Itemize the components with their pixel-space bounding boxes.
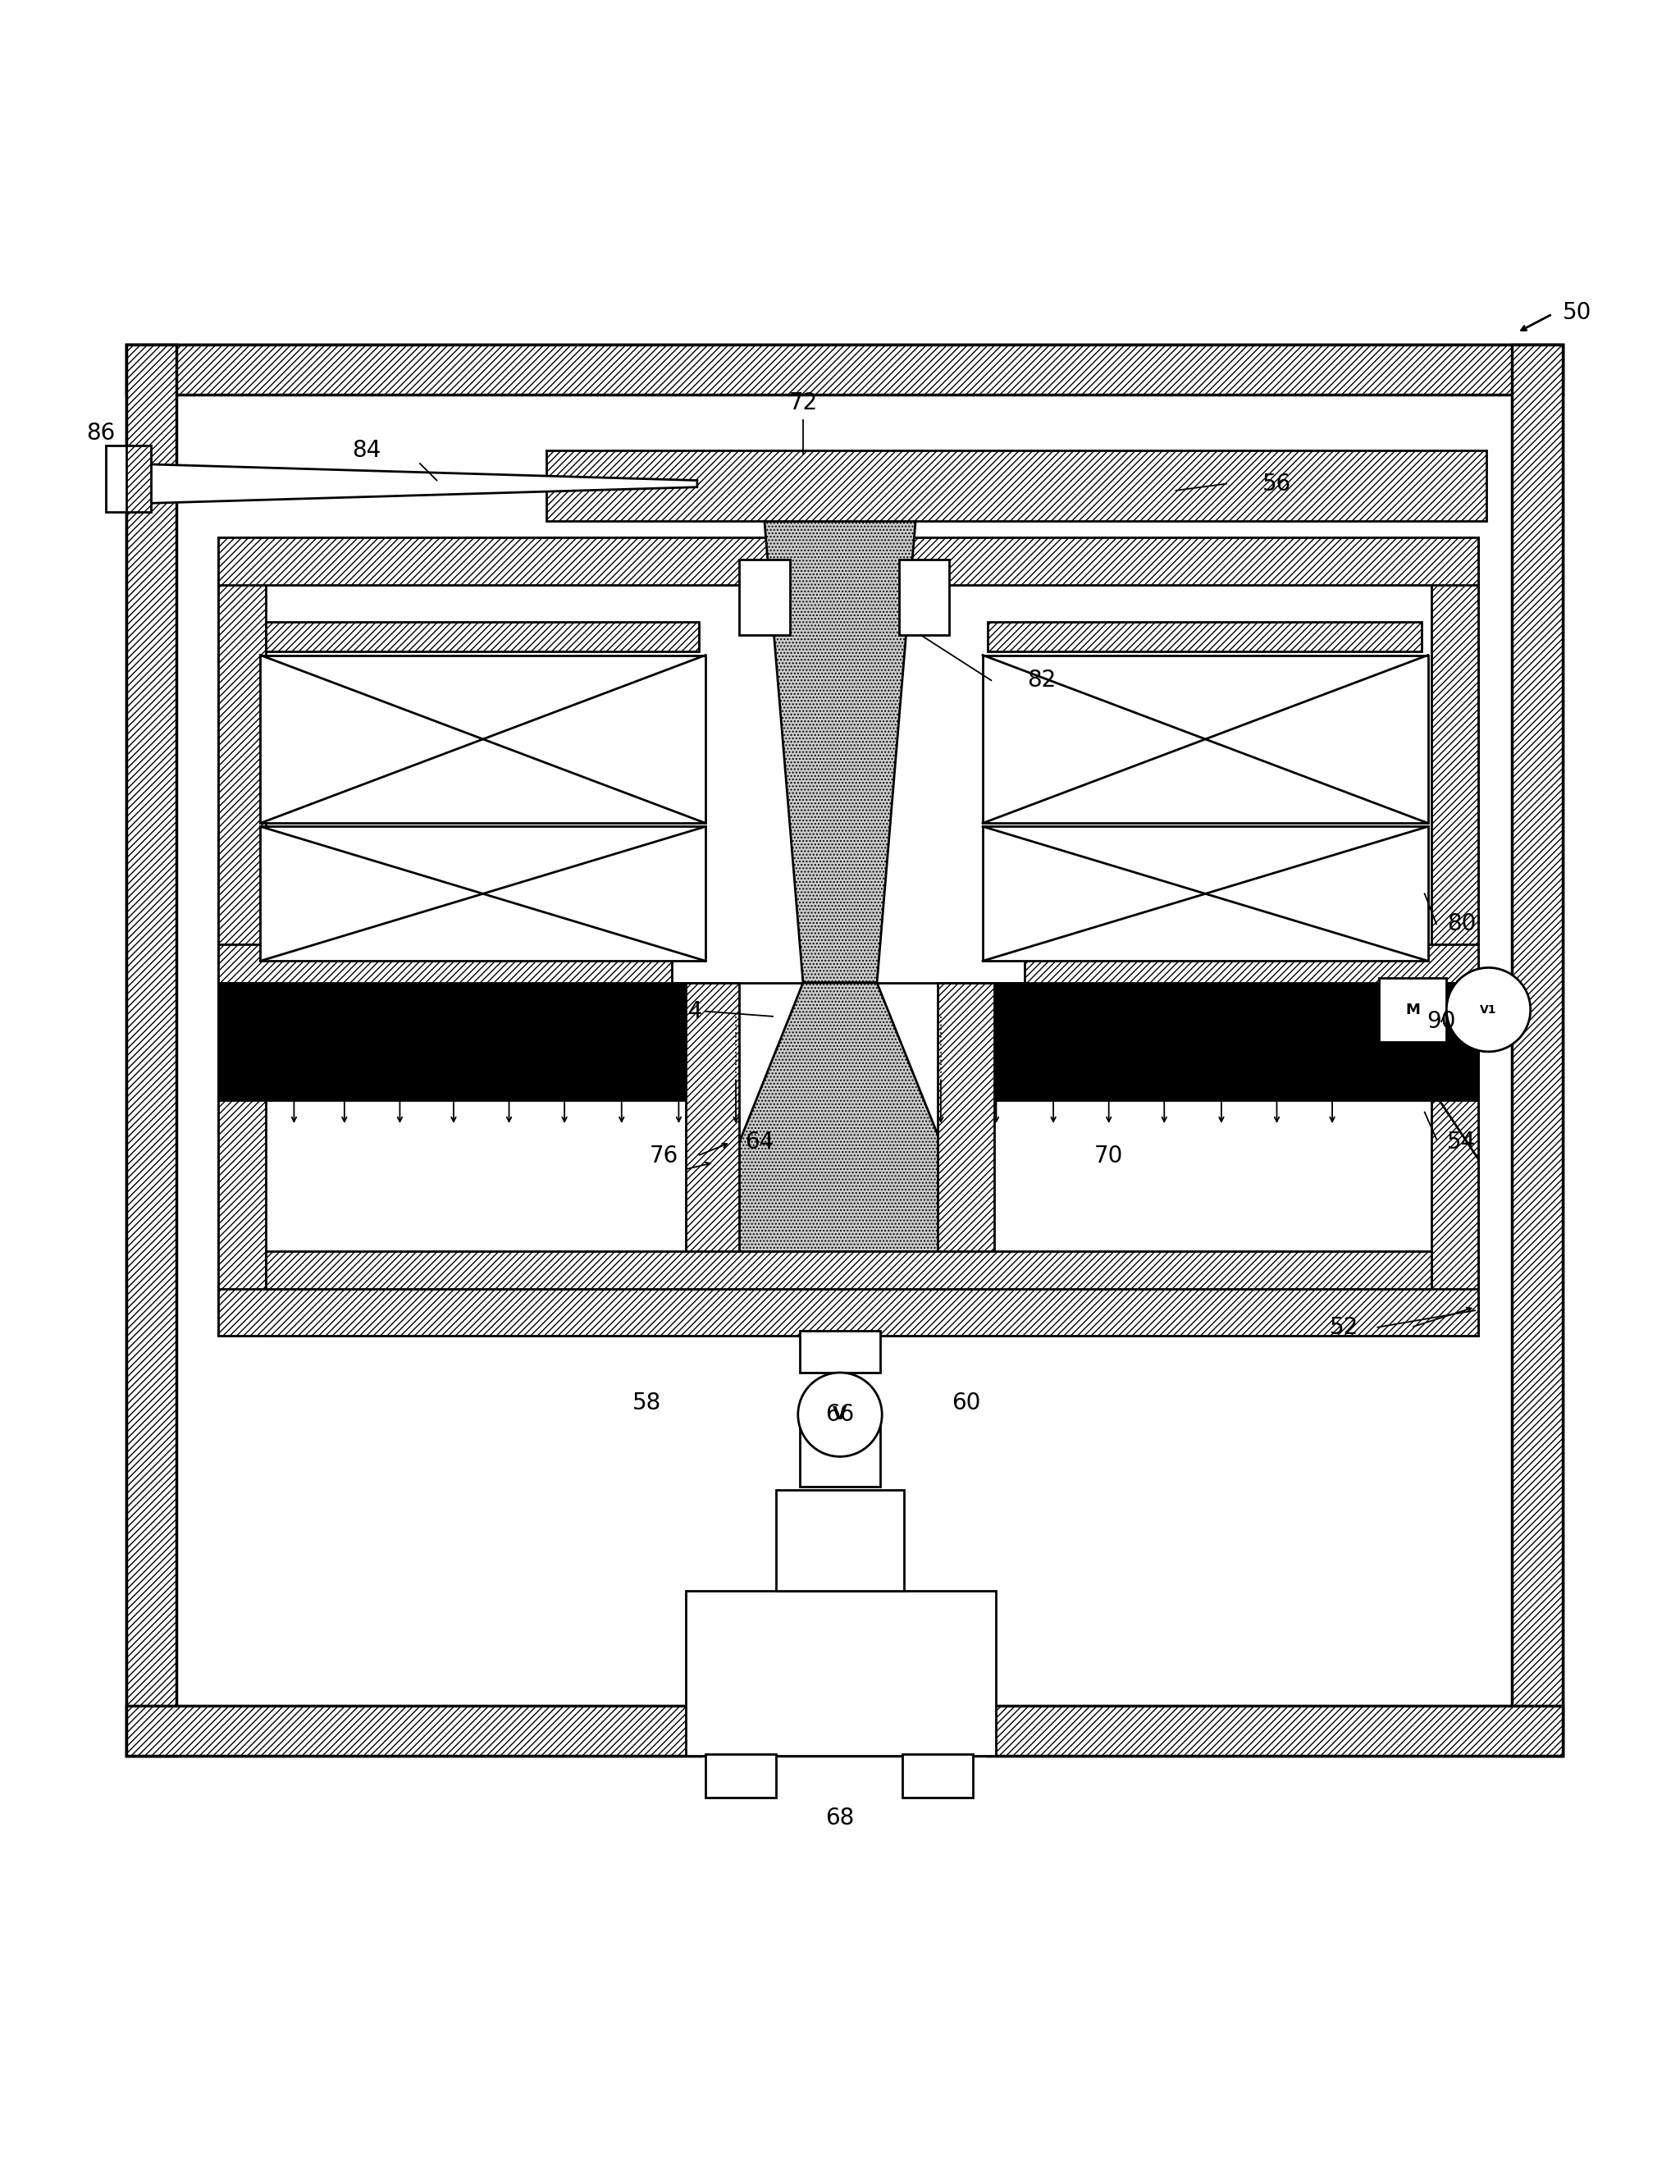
Bar — [685, 1590, 996, 1756]
Bar — [546, 450, 1487, 520]
Bar — [126, 345, 1562, 1756]
Circle shape — [1446, 968, 1530, 1053]
Text: 86: 86 — [86, 422, 116, 446]
Bar — [800, 1415, 880, 1487]
Text: 50: 50 — [1562, 301, 1591, 323]
Bar — [776, 1489, 904, 1590]
Bar — [1379, 978, 1446, 1042]
Bar — [1025, 943, 1478, 992]
Text: 84: 84 — [351, 439, 381, 461]
Text: 70: 70 — [1094, 1144, 1124, 1166]
Bar — [260, 655, 706, 823]
Bar — [218, 537, 265, 992]
Bar — [126, 446, 151, 513]
Bar — [988, 1706, 1562, 1756]
Bar — [260, 826, 706, 961]
Bar — [126, 345, 176, 1756]
Bar — [995, 983, 1478, 1101]
Bar — [988, 622, 1421, 651]
Bar — [265, 622, 699, 651]
Text: 52: 52 — [1329, 1315, 1359, 1339]
Text: 74: 74 — [674, 1000, 704, 1022]
Text: 92: 92 — [1161, 1031, 1191, 1053]
Bar — [218, 537, 1478, 585]
Bar — [126, 345, 1562, 395]
Text: 64: 64 — [744, 1131, 774, 1153]
Text: 80: 80 — [1446, 913, 1477, 935]
Polygon shape — [685, 983, 995, 1278]
Bar — [739, 559, 790, 636]
Circle shape — [798, 1372, 882, 1457]
Text: 90: 90 — [1426, 1009, 1457, 1033]
Text: 66: 66 — [825, 1402, 855, 1426]
Bar — [902, 1754, 973, 1797]
Bar — [983, 655, 1428, 823]
Bar — [126, 1706, 701, 1756]
Text: 60: 60 — [951, 1391, 981, 1415]
Bar — [1431, 983, 1478, 1337]
Polygon shape — [937, 983, 995, 1289]
Bar — [218, 537, 1478, 992]
Bar — [218, 1289, 1478, 1337]
Text: 56: 56 — [1262, 472, 1292, 496]
Bar — [218, 983, 1478, 1337]
Bar — [218, 943, 672, 992]
Text: 54: 54 — [1446, 1131, 1477, 1153]
Bar — [265, 1251, 1431, 1289]
Text: 68: 68 — [825, 1806, 855, 1830]
Bar — [106, 446, 129, 513]
Text: V: V — [833, 1406, 847, 1422]
Bar — [218, 983, 685, 1101]
Polygon shape — [685, 983, 739, 1289]
Text: 78: 78 — [296, 1031, 326, 1053]
Bar — [983, 826, 1428, 961]
Text: 76: 76 — [648, 1144, 679, 1166]
Polygon shape — [764, 520, 916, 983]
Bar — [800, 1330, 880, 1372]
Bar — [899, 559, 949, 636]
Text: 58: 58 — [632, 1391, 662, 1415]
Bar — [1431, 537, 1478, 992]
Bar — [1512, 345, 1562, 1756]
Text: M: M — [1406, 1002, 1420, 1018]
Text: 82: 82 — [1026, 668, 1057, 692]
Text: 72: 72 — [788, 391, 818, 415]
Text: 53: 53 — [334, 1031, 365, 1053]
Bar — [218, 983, 265, 1337]
Polygon shape — [126, 463, 697, 505]
Text: V1: V1 — [1480, 1005, 1497, 1016]
Bar — [706, 1754, 776, 1797]
